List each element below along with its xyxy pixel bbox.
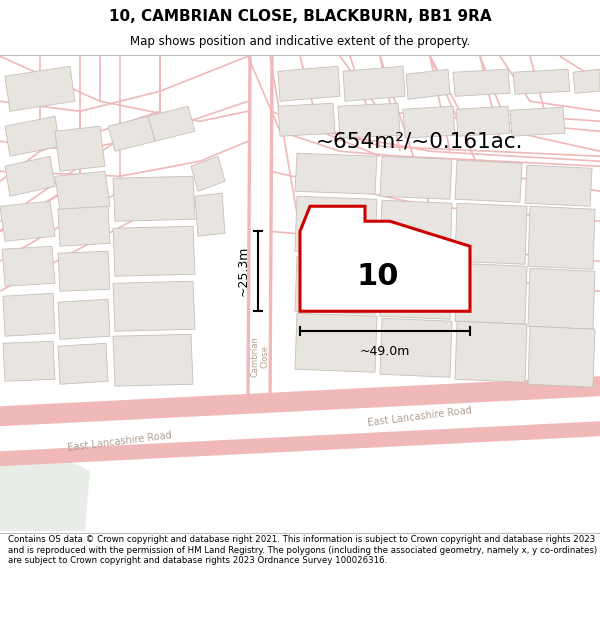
Polygon shape — [403, 106, 455, 138]
Polygon shape — [58, 206, 110, 246]
Polygon shape — [380, 156, 452, 199]
Polygon shape — [300, 206, 470, 311]
Polygon shape — [113, 176, 195, 221]
Text: ~654m²/~0.161ac.: ~654m²/~0.161ac. — [316, 131, 524, 151]
Polygon shape — [3, 293, 55, 336]
Polygon shape — [380, 200, 452, 259]
Polygon shape — [55, 126, 105, 171]
Polygon shape — [455, 160, 522, 202]
Polygon shape — [108, 116, 155, 151]
Text: ~25.3m: ~25.3m — [237, 246, 250, 296]
Polygon shape — [513, 69, 570, 94]
Polygon shape — [3, 341, 55, 381]
Polygon shape — [195, 193, 225, 236]
Polygon shape — [380, 260, 452, 319]
Polygon shape — [510, 107, 565, 136]
Polygon shape — [5, 66, 75, 111]
Text: 10, CAMBRIAN CLOSE, BLACKBURN, BB1 9RA: 10, CAMBRIAN CLOSE, BLACKBURN, BB1 9RA — [109, 9, 491, 24]
Polygon shape — [456, 106, 510, 136]
Text: Contains OS data © Crown copyright and database right 2021. This information is : Contains OS data © Crown copyright and d… — [8, 535, 597, 565]
Polygon shape — [278, 66, 340, 101]
Polygon shape — [295, 153, 377, 194]
Polygon shape — [295, 256, 377, 314]
Polygon shape — [295, 196, 377, 254]
Polygon shape — [278, 103, 335, 136]
Polygon shape — [573, 69, 600, 93]
Polygon shape — [5, 156, 55, 196]
Text: ~49.0m: ~49.0m — [360, 345, 410, 358]
Polygon shape — [0, 201, 55, 241]
Polygon shape — [0, 376, 600, 426]
Polygon shape — [2, 246, 55, 286]
Polygon shape — [338, 103, 400, 138]
Polygon shape — [55, 171, 110, 211]
Polygon shape — [113, 226, 195, 276]
Polygon shape — [525, 165, 592, 206]
Polygon shape — [295, 313, 377, 372]
Polygon shape — [0, 451, 90, 531]
Polygon shape — [528, 326, 595, 388]
Text: 10: 10 — [357, 262, 399, 291]
Polygon shape — [528, 206, 595, 269]
Polygon shape — [148, 106, 195, 141]
Polygon shape — [453, 69, 510, 96]
Polygon shape — [528, 268, 595, 329]
Polygon shape — [455, 203, 527, 264]
Polygon shape — [5, 116, 60, 156]
Polygon shape — [113, 334, 193, 386]
Polygon shape — [58, 251, 110, 291]
Polygon shape — [455, 263, 527, 324]
Polygon shape — [191, 156, 225, 191]
Polygon shape — [406, 69, 450, 99]
Polygon shape — [380, 318, 452, 378]
Polygon shape — [58, 343, 108, 384]
Text: East Lancashire Road: East Lancashire Road — [67, 430, 173, 452]
Text: East Lancashire Road: East Lancashire Road — [367, 405, 473, 428]
Polygon shape — [0, 421, 600, 466]
Polygon shape — [58, 299, 110, 339]
Polygon shape — [343, 66, 405, 101]
Polygon shape — [113, 281, 195, 331]
Text: Map shows position and indicative extent of the property.: Map shows position and indicative extent… — [130, 35, 470, 48]
Polygon shape — [455, 321, 527, 382]
Text: Cambrian
Close: Cambrian Close — [250, 336, 270, 377]
